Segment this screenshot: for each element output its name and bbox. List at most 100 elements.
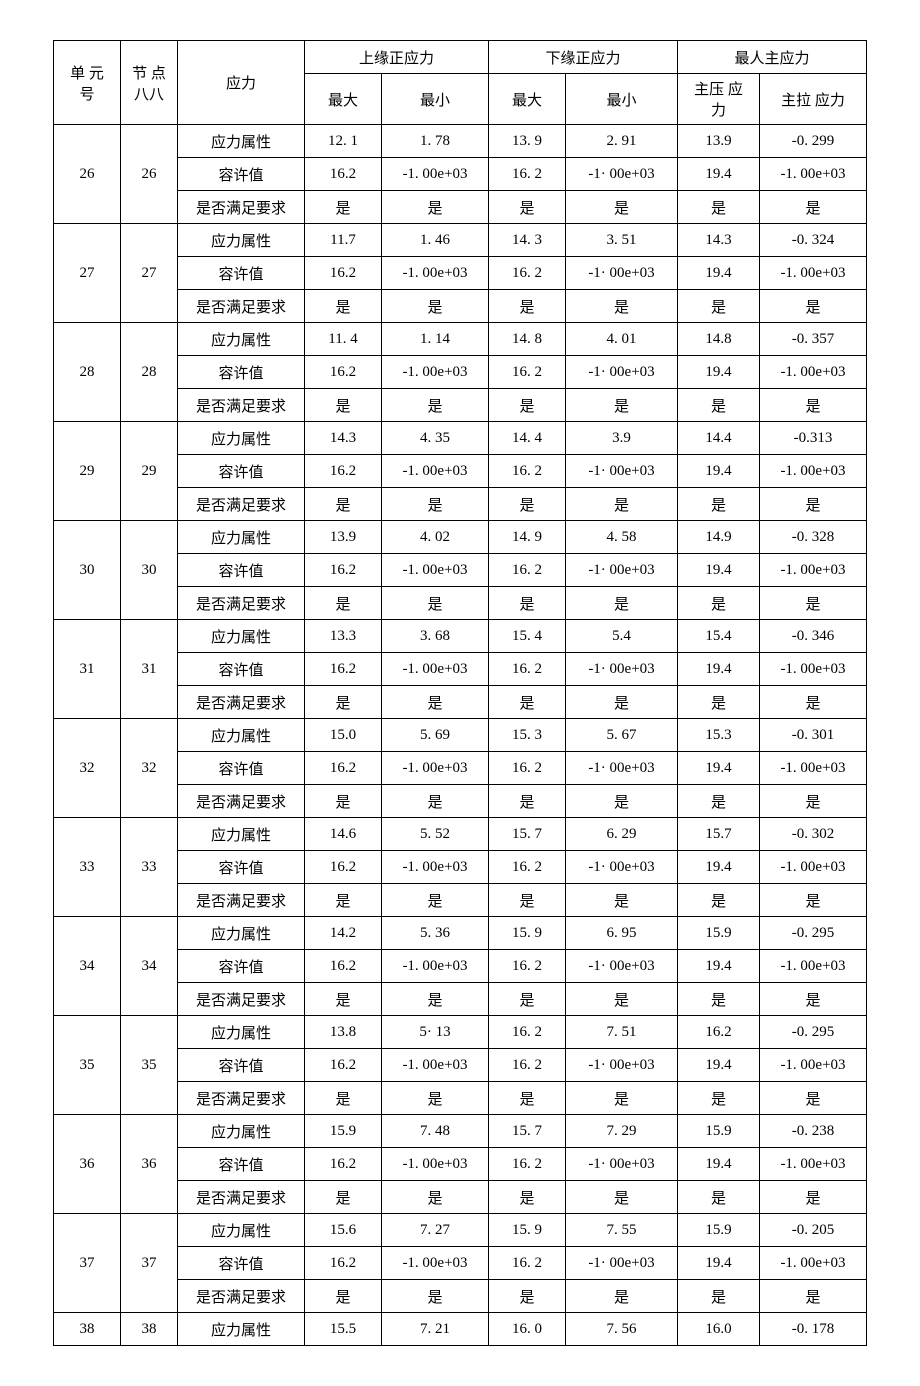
cell-value: 16. 2: [489, 1016, 566, 1049]
cell-value: 16.2: [305, 752, 382, 785]
cell-row-label: 容许值: [178, 950, 305, 983]
cell-value: 是: [305, 1082, 382, 1115]
cell-value: -1. 00e+03: [382, 158, 489, 191]
cell-value: 16.2: [305, 1049, 382, 1082]
cell-row-label: 容许值: [178, 1049, 305, 1082]
cell-value: 是: [489, 290, 566, 323]
cell-value: 是: [382, 1280, 489, 1313]
cell-row-label: 容许值: [178, 158, 305, 191]
cell-value: 是: [566, 785, 678, 818]
cell-row-label: 应力属性: [178, 521, 305, 554]
cell-row-label: 容许值: [178, 554, 305, 587]
cell-value: 14. 3: [489, 224, 566, 257]
cell-value: 7. 29: [566, 1115, 678, 1148]
cell-value: 15.9: [305, 1115, 382, 1148]
cell-value: 11.7: [305, 224, 382, 257]
cell-value: -1· 00e+03: [566, 356, 678, 389]
header-tension: 主拉 应力: [760, 74, 867, 125]
cell-value: 4. 58: [566, 521, 678, 554]
cell-value: 是: [382, 1181, 489, 1214]
cell-row-label: 容许值: [178, 1148, 305, 1181]
header-lower-max: 最大: [489, 74, 566, 125]
cell-value: 5. 52: [382, 818, 489, 851]
cell-value: 是: [760, 884, 867, 917]
header-upper-max: 最大: [305, 74, 382, 125]
cell-value: 是: [382, 686, 489, 719]
cell-row-label: 应力属性: [178, 323, 305, 356]
cell-node: 38: [121, 1313, 178, 1346]
cell-value: -1. 00e+03: [382, 950, 489, 983]
cell-value: 19.4: [678, 1049, 760, 1082]
table-row: 3232应力属性15.05. 6915. 35. 6715.3-0. 301: [54, 719, 867, 752]
cell-value: 15.7: [678, 818, 760, 851]
table-row: 3535应力属性13.85· 1316. 27. 5116.2-0. 295: [54, 1016, 867, 1049]
cell-value: 是: [382, 983, 489, 1016]
cell-value: 12. 1: [305, 125, 382, 158]
cell-row-label: 容许值: [178, 356, 305, 389]
table-row: 3030应力属性13.94. 0214. 94. 5814.9-0. 328: [54, 521, 867, 554]
cell-value: 15.6: [305, 1214, 382, 1247]
cell-value: 19.4: [678, 1247, 760, 1280]
cell-unit-id: 38: [54, 1313, 121, 1346]
cell-value: 15. 9: [489, 1214, 566, 1247]
cell-value: -1. 00e+03: [382, 653, 489, 686]
cell-row-label: 应力属性: [178, 125, 305, 158]
cell-node: 36: [121, 1115, 178, 1214]
cell-value: 是: [678, 587, 760, 620]
cell-value: 是: [305, 1181, 382, 1214]
cell-value: -1. 00e+03: [760, 1148, 867, 1181]
cell-value: 14.8: [678, 323, 760, 356]
cell-value: 是: [678, 983, 760, 1016]
cell-row-label: 容许值: [178, 752, 305, 785]
cell-value: 是: [566, 290, 678, 323]
cell-value: 是: [305, 686, 382, 719]
cell-row-label: 是否满足要求: [178, 488, 305, 521]
cell-value: -0. 178: [760, 1313, 867, 1346]
cell-row-label: 是否满足要求: [178, 785, 305, 818]
cell-value: 5. 67: [566, 719, 678, 752]
cell-node: 26: [121, 125, 178, 224]
cell-unit-id: 26: [54, 125, 121, 224]
header-node: 节 点 八八: [121, 41, 178, 125]
cell-value: 16.0: [678, 1313, 760, 1346]
cell-value: 是: [489, 884, 566, 917]
cell-value: -1. 00e+03: [760, 950, 867, 983]
cell-value: 是: [305, 983, 382, 1016]
cell-value: -1. 00e+03: [382, 554, 489, 587]
cell-value: 是: [566, 488, 678, 521]
cell-value: 16. 2: [489, 356, 566, 389]
cell-value: 5. 69: [382, 719, 489, 752]
cell-value: -1· 00e+03: [566, 1148, 678, 1181]
cell-value: -1. 00e+03: [382, 356, 489, 389]
cell-value: 是: [678, 488, 760, 521]
cell-value: 是: [305, 884, 382, 917]
cell-value: -1. 00e+03: [760, 356, 867, 389]
cell-value: 6. 95: [566, 917, 678, 950]
cell-value: 4. 35: [382, 422, 489, 455]
cell-value: -1· 00e+03: [566, 455, 678, 488]
cell-value: 是: [382, 1082, 489, 1115]
cell-row-label: 是否满足要求: [178, 983, 305, 1016]
cell-value: 15. 7: [489, 1115, 566, 1148]
table-row: 2727应力属性11.71. 4614. 33. 5114.3-0. 324: [54, 224, 867, 257]
cell-value: -1. 00e+03: [382, 1148, 489, 1181]
cell-row-label: 是否满足要求: [178, 1082, 305, 1115]
cell-value: 是: [305, 191, 382, 224]
cell-value: -1. 00e+03: [382, 752, 489, 785]
cell-value: -1. 00e+03: [760, 158, 867, 191]
cell-row-label: 应力属性: [178, 917, 305, 950]
cell-value: -1. 00e+03: [760, 1049, 867, 1082]
cell-value: 是: [566, 983, 678, 1016]
cell-value: 是: [305, 389, 382, 422]
cell-value: 4. 02: [382, 521, 489, 554]
cell-value: 1. 14: [382, 323, 489, 356]
cell-value: 15.4: [678, 620, 760, 653]
cell-value: 是: [305, 587, 382, 620]
cell-value: -0. 302: [760, 818, 867, 851]
cell-value: 是: [489, 686, 566, 719]
cell-value: -1. 00e+03: [760, 455, 867, 488]
cell-value: 是: [489, 587, 566, 620]
cell-value: 5· 13: [382, 1016, 489, 1049]
cell-row-label: 应力属性: [178, 1214, 305, 1247]
header-stress: 应力: [178, 41, 305, 125]
